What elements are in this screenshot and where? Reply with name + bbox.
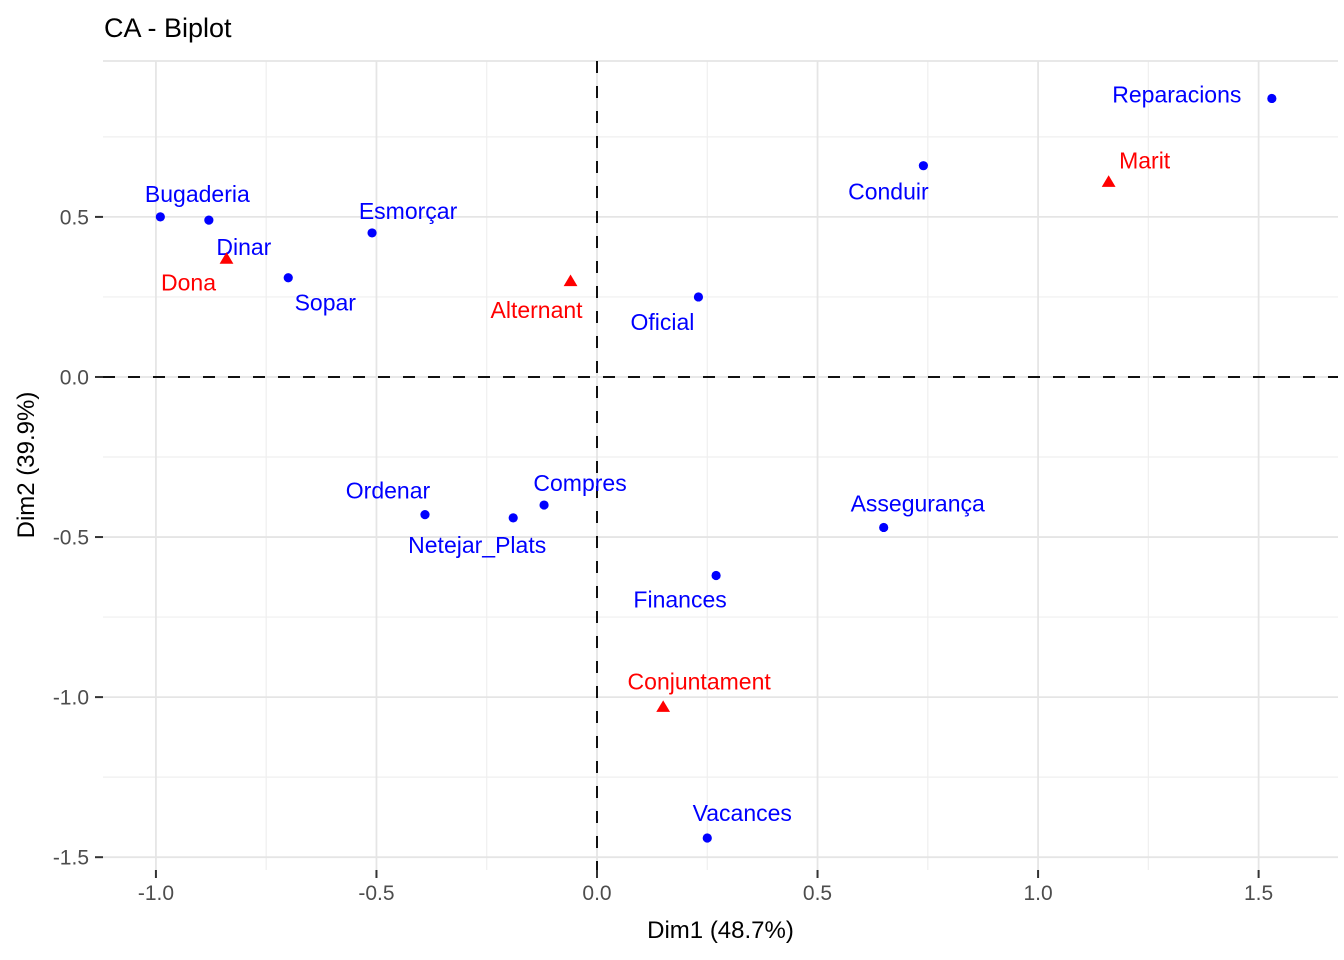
point-label: Reparacions	[1112, 81, 1241, 107]
data-point-circle	[711, 570, 721, 581]
data-point-circle	[367, 228, 377, 238]
data-point-circle	[879, 522, 889, 533]
data-point-circle	[155, 212, 165, 222]
data-point-triangle	[563, 274, 578, 287]
axis-ticks: -1.0 -0.5 0.0 0.5 1.0 1.5 0.5 0.0 -0.5 -1.0 -1.5	[53, 206, 1273, 905]
point-label: Oficial	[630, 309, 694, 335]
point-label: Ordenar	[346, 478, 431, 504]
x-tick-label: 0.0	[582, 882, 611, 905]
data-point-circle	[508, 513, 518, 523]
point-label: Conjuntament	[628, 669, 772, 695]
point-label: Marit	[1119, 148, 1171, 174]
point-label: Finances	[633, 586, 726, 612]
point-label: Conduir	[848, 179, 929, 205]
y-tick-label: 0.0	[60, 366, 89, 389]
data-point-circle	[539, 500, 549, 510]
x-tick-label: 1.5	[1244, 882, 1273, 905]
data-point-triangle	[1101, 175, 1116, 187]
gridlines-major	[103, 60, 1338, 870]
point-label: Esmorçar	[359, 198, 458, 224]
x-tick-label: -0.5	[358, 882, 394, 905]
series-red-triangle-points: Dona Alternant Marit Conjuntament	[161, 148, 1171, 712]
x-axis-title: Dim1 (48.7%)	[647, 917, 794, 944]
y-axis-title: Dim2 (39.9%)	[13, 391, 40, 539]
y-tick-label: 0.5	[60, 206, 89, 229]
data-point-circle	[702, 833, 712, 843]
x-tick-label: 0.5	[803, 882, 832, 905]
point-label: Sopar	[295, 290, 357, 316]
data-point-triangle	[219, 252, 234, 264]
point-label: Alternant	[491, 297, 584, 323]
y-tick-label: -1.5	[53, 847, 89, 870]
data-point-circle	[1267, 93, 1277, 104]
point-label: Netejar_Plats	[408, 532, 546, 558]
point-label: Vacances	[693, 800, 792, 826]
point-label: Assegurança	[851, 490, 985, 516]
point-label: Compres	[533, 470, 626, 496]
gridlines-minor	[103, 61, 1338, 870]
chart-title: CA - Biplot	[104, 13, 232, 43]
data-point-circle	[420, 510, 430, 520]
point-label: Dona	[161, 270, 216, 296]
data-point-triangle	[656, 700, 671, 712]
data-point-circle	[693, 292, 704, 302]
data-point-circle	[283, 273, 293, 283]
x-tick-label: -1.0	[138, 882, 174, 905]
zero-reference-lines	[103, 61, 1338, 870]
data-point-circle	[918, 161, 928, 171]
y-tick-label: -0.5	[53, 527, 89, 550]
x-tick-label: 1.0	[1023, 882, 1052, 905]
series-blue-circle-points: BugaderiaDinarSoparEsmorçarOrdenarNeteja…	[145, 81, 1277, 843]
point-label: Bugaderia	[145, 181, 250, 207]
y-tick-label: -1.0	[53, 687, 89, 710]
data-point-circle	[204, 215, 214, 225]
